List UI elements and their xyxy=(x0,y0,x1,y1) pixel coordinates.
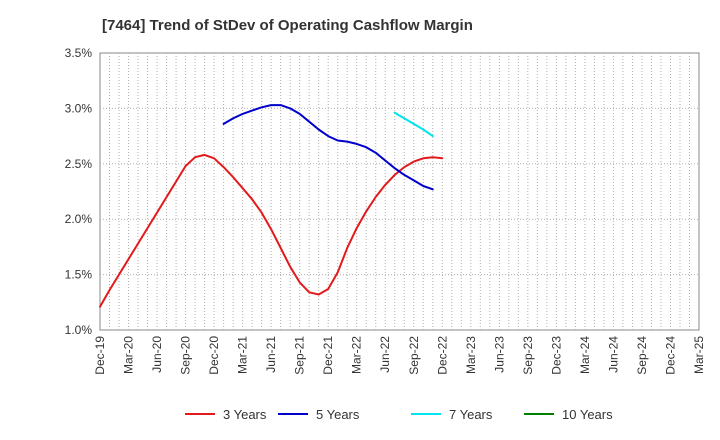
x-tick-label: Mar-23 xyxy=(464,336,478,374)
legend-label: 10 Years xyxy=(562,407,613,422)
x-tick-label: Jun-24 xyxy=(606,336,620,373)
x-tick-label: Jun-21 xyxy=(264,336,278,373)
plot-area xyxy=(99,52,700,331)
x-tick-label: Mar-25 xyxy=(692,336,706,374)
grid-lines xyxy=(100,53,699,330)
series-line-5-years xyxy=(222,104,434,191)
x-tick-label: Jun-22 xyxy=(378,336,392,373)
y-tick-label: 1.0% xyxy=(65,323,93,337)
x-tick-label: Dec-20 xyxy=(207,336,221,375)
y-axis-ticks: 1.0% 1.5% 2.0% 2.5% 3.0% 3.5% xyxy=(65,46,93,337)
y-tick-label: 2.5% xyxy=(65,157,93,171)
chart-title: [7464] Trend of StDev of Operating Cashf… xyxy=(102,17,473,34)
x-tick-label: Jun-23 xyxy=(492,336,506,373)
x-tick-label: Sep-20 xyxy=(179,336,193,375)
x-tick-label: Mar-21 xyxy=(236,336,250,374)
legend-label: 7 Years xyxy=(449,407,493,422)
x-tick-label: Sep-24 xyxy=(635,336,649,375)
x-tick-label: Sep-23 xyxy=(521,336,535,375)
series-lines xyxy=(99,104,444,308)
x-axis-ticks: Dec-19 Mar-20 Jun-20 Sep-20 Dec-20 Mar-21 Jun-… xyxy=(93,336,706,375)
x-tick-label: Sep-22 xyxy=(407,336,421,375)
x-tick-label: Mar-22 xyxy=(350,336,364,374)
y-tick-label: 3.0% xyxy=(65,101,93,115)
x-tick-label: Jun-20 xyxy=(150,336,164,373)
legend: 3 Years 5 Years 7 Years 10 Years xyxy=(185,407,613,422)
series-line-7-years xyxy=(393,111,434,138)
x-tick-label: Dec-23 xyxy=(549,336,563,375)
x-tick-label: Mar-20 xyxy=(122,336,136,374)
x-tick-label: Dec-19 xyxy=(93,336,107,375)
legend-label: 3 Years xyxy=(223,407,267,422)
y-tick-label: 1.5% xyxy=(65,268,93,282)
y-tick-label: 3.5% xyxy=(65,46,93,60)
x-tick-label: Dec-24 xyxy=(663,336,677,375)
x-tick-label: Dec-21 xyxy=(321,336,335,375)
y-tick-label: 2.0% xyxy=(65,212,93,226)
x-tick-label: Sep-21 xyxy=(293,336,307,375)
legend-label: 5 Years xyxy=(316,407,360,422)
x-tick-label: Dec-22 xyxy=(435,336,449,375)
series-line-3-years xyxy=(99,153,444,308)
x-tick-label: Mar-24 xyxy=(578,336,592,374)
